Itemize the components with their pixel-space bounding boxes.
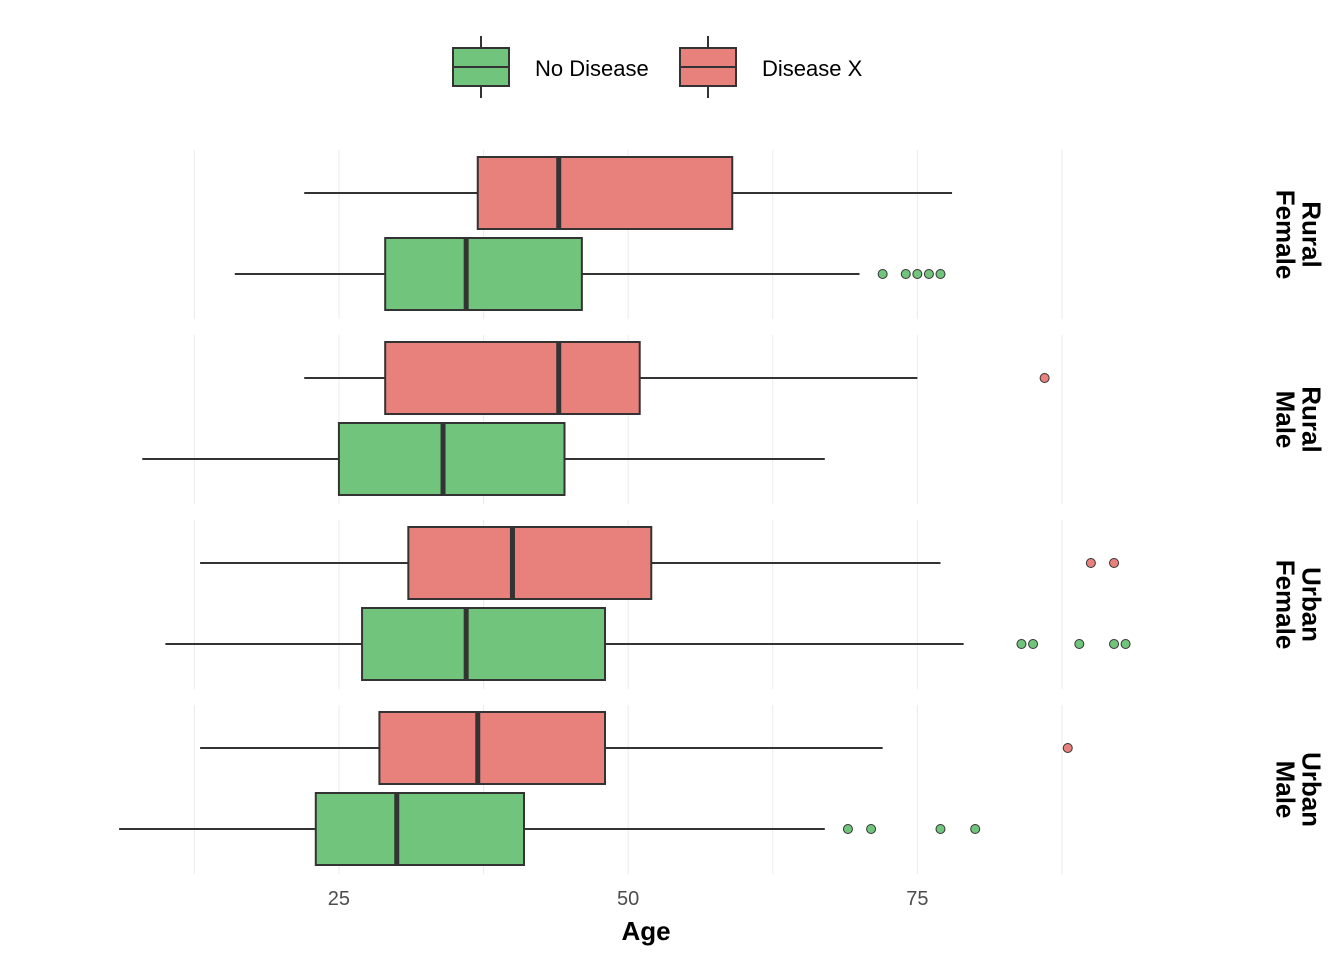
strip-label-line: Female — [1271, 560, 1301, 650]
outlier-point-no-disease — [866, 824, 877, 834]
x-tick-label: 25 — [328, 888, 350, 910]
outlier-point-no-disease — [1120, 639, 1131, 649]
outlier-point-no-disease — [1028, 639, 1039, 649]
strip-label-line: Female — [1271, 190, 1301, 280]
box-disease-x — [384, 341, 641, 415]
outlier-point-disease-x — [1085, 558, 1096, 568]
strip-label: RuralFemale — [1271, 190, 1327, 280]
strip-label-line: Male — [1271, 391, 1301, 449]
strip-label-line: Rural — [1297, 201, 1327, 267]
outlier-point-no-disease — [842, 824, 853, 834]
strip-label: RuralMale — [1271, 386, 1327, 452]
box-no-disease — [384, 237, 583, 311]
outlier-point-no-disease — [912, 269, 923, 279]
legend: No Disease Disease X — [452, 36, 863, 98]
strip-label-line: Rural — [1297, 386, 1327, 452]
outlier-point-no-disease — [935, 269, 946, 279]
strip-label: UrbanFemale — [1271, 560, 1327, 650]
outlier-point-no-disease — [923, 269, 934, 279]
strip-label-line: Male — [1271, 761, 1301, 819]
legend-label-no-disease: No Disease — [535, 56, 649, 81]
outlier-point-no-disease — [877, 269, 888, 279]
box-no-disease — [314, 792, 526, 866]
box-disease-x — [378, 711, 607, 785]
x-axis-title: Age — [621, 916, 670, 946]
outlier-point-no-disease — [1016, 639, 1027, 649]
box-marks — [119, 156, 1131, 866]
box-disease-x — [407, 526, 653, 600]
strip-label-line: Urban — [1297, 752, 1327, 827]
outlier-point-no-disease — [970, 824, 981, 834]
outlier-point-disease-x — [1062, 743, 1073, 753]
x-tick-label: 75 — [906, 888, 928, 910]
strip-label: UrbanMale — [1271, 752, 1327, 827]
outlier-point-disease-x — [1109, 558, 1120, 568]
outlier-point-no-disease — [935, 824, 946, 834]
outlier-point-no-disease — [900, 269, 911, 279]
outlier-point-disease-x — [1039, 373, 1050, 383]
outlier-point-no-disease — [1109, 639, 1120, 649]
outlier-point-no-disease — [1074, 639, 1085, 649]
legend-label-disease-x: Disease X — [762, 56, 863, 81]
box-no-disease — [337, 422, 566, 496]
box-disease-x — [476, 156, 734, 230]
x-tick-label: 50 — [617, 888, 639, 910]
x-axis: 25 50 75 — [328, 888, 929, 910]
box-no-disease — [361, 607, 607, 681]
grid-lines — [193, 150, 1063, 874]
strip-label-line: Urban — [1297, 567, 1327, 642]
